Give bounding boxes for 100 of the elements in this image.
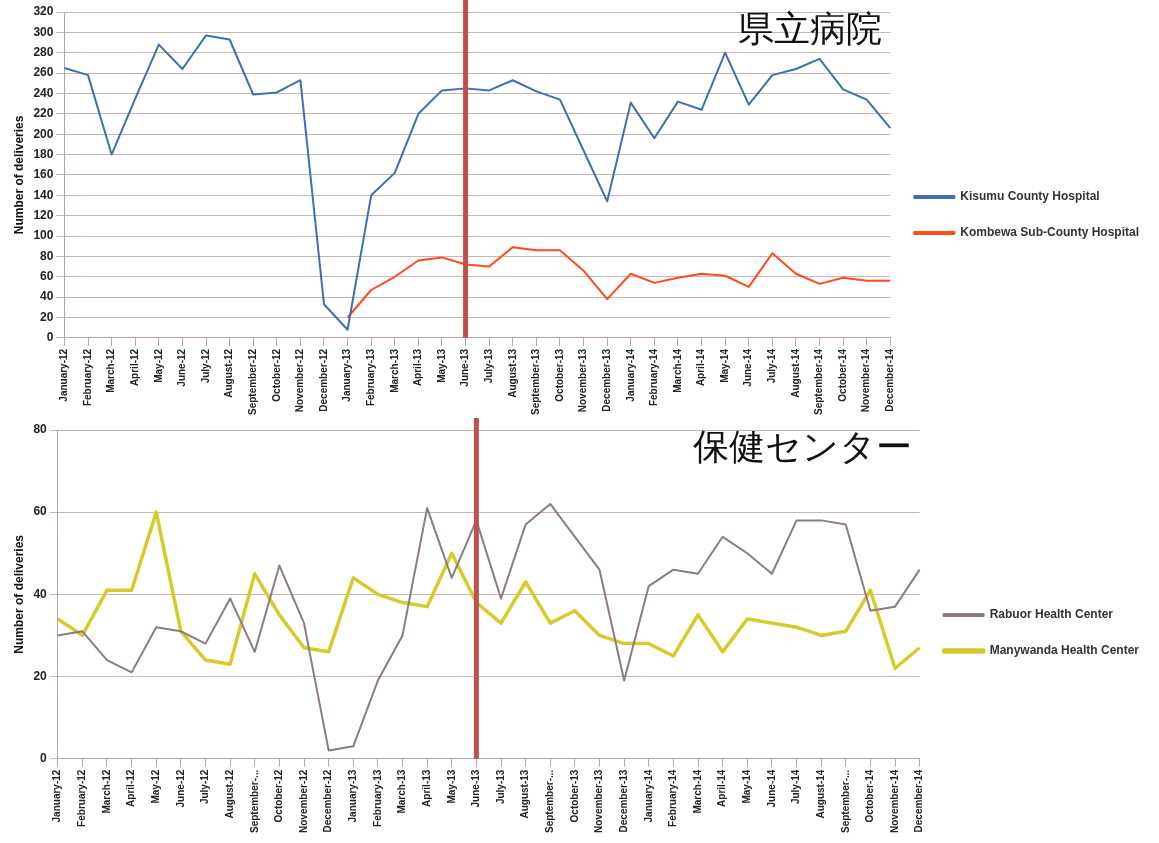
x-tick-label: September-... — [248, 769, 260, 833]
x-tick-label: August-13 — [506, 348, 518, 398]
x-tick-label: July-13 — [482, 348, 494, 384]
y-tick-label: 80 — [33, 422, 48, 437]
x-tick-label: June-12 — [176, 348, 188, 387]
x-tick-label: April-14 — [716, 769, 728, 807]
x-tick-label: July-12 — [199, 348, 211, 384]
x-tick-label: January-14 — [624, 348, 636, 402]
y-tick-label: 0 — [46, 330, 54, 345]
y-tick-label: 240 — [33, 85, 54, 100]
x-tick-label: December-14 — [913, 769, 925, 833]
x-tick-label: April-12 — [125, 769, 137, 807]
y-tick-label: 300 — [33, 24, 54, 39]
x-tick-label: June-14 — [765, 769, 777, 808]
x-tick-label: February-13 — [364, 348, 376, 407]
x-tick-label: July-13 — [494, 769, 506, 805]
x-tick-label: October-13 — [568, 769, 580, 823]
x-tick-label: December-12 — [317, 348, 329, 412]
x-tick-label: April-14 — [695, 348, 707, 387]
x-tick-label: November-14 — [860, 348, 872, 413]
x-tick-label: November-14 — [888, 769, 900, 833]
x-tick-label: April-13 — [420, 769, 432, 807]
x-tick-label: January-13 — [341, 348, 353, 402]
y-tick-label: 100 — [33, 228, 54, 243]
y-tick-label: 180 — [33, 146, 54, 161]
x-tick-label: October-12 — [273, 769, 285, 823]
x-tick-label: February-14 — [667, 769, 679, 827]
x-tick-label: April-12 — [128, 348, 140, 387]
x-tick-label: August-12 — [223, 348, 235, 398]
y-tick-label: 40 — [40, 289, 54, 304]
x-tick-label: June-13 — [459, 348, 471, 387]
x-tick-label: March-12 — [105, 348, 117, 393]
x-tick-label: November-13 — [593, 769, 605, 833]
y-tick-label: 60 — [33, 504, 48, 519]
annotation: 保健センター — [692, 426, 912, 468]
x-tick-label: October-12 — [270, 348, 282, 402]
y-tick-label: 220 — [33, 106, 54, 121]
x-tick-label: October-14 — [864, 769, 876, 823]
x-tick-label: September-12 — [246, 348, 258, 415]
x-tick-label: May-13 — [435, 348, 447, 383]
x-tick-label: May-14 — [718, 348, 730, 383]
x-tick-label: September-14 — [813, 348, 825, 415]
x-tick-label: December-14 — [884, 348, 896, 412]
legend-label: Kombewa Sub-County Hospital — [960, 225, 1139, 240]
x-tick-label: June-13 — [470, 769, 482, 808]
x-tick-label: September-... — [839, 769, 851, 833]
x-tick-label: December-13 — [600, 348, 612, 412]
y-axis-title: Number of deliveries — [11, 115, 26, 235]
y-tick-label: 20 — [33, 668, 48, 683]
x-tick-label: May-12 — [152, 348, 164, 383]
y-tick-label: 20 — [40, 309, 54, 324]
x-tick-label: November-12 — [297, 769, 309, 833]
x-tick-label: March-13 — [388, 348, 400, 393]
y-tick-label: 320 — [33, 4, 54, 19]
x-tick-label: February-12 — [81, 348, 93, 407]
annotation: 県立病院 — [738, 8, 883, 50]
y-tick-label: 280 — [33, 45, 54, 60]
x-tick-label: September-13 — [530, 348, 542, 415]
x-tick-label: October-13 — [553, 348, 565, 402]
x-tick-label: June-12 — [174, 769, 186, 808]
x-tick-label: June-14 — [742, 348, 754, 387]
legend-label: Manywanda Health Center — [989, 643, 1140, 658]
x-tick-label: December-12 — [322, 769, 334, 833]
x-tick-label: August-13 — [519, 769, 531, 819]
x-tick-label: July-14 — [766, 348, 778, 384]
x-tick-label: November-12 — [294, 348, 306, 413]
x-tick-label: September-... — [544, 769, 555, 833]
x-tick-label: March-12 — [100, 769, 112, 814]
y-tick-label: 140 — [33, 187, 54, 202]
y-tick-label: 200 — [33, 126, 54, 141]
y-axis-title: Number of deliveries — [11, 534, 26, 654]
x-tick-label: August-12 — [223, 769, 235, 819]
x-tick-label: April-13 — [412, 348, 424, 387]
x-tick-label: January-12 — [58, 348, 70, 402]
x-tick-label: May-12 — [150, 769, 161, 804]
x-tick-label: February-14 — [648, 348, 660, 407]
x-tick-label: March-14 — [671, 348, 683, 393]
x-tick-label: July-14 — [790, 769, 802, 805]
y-tick-label: 60 — [40, 269, 54, 284]
y-tick-label: 120 — [33, 207, 54, 222]
x-tick-label: May-14 — [741, 769, 753, 804]
y-tick-label: 160 — [33, 167, 54, 182]
x-tick-label: May-13 — [445, 769, 457, 804]
x-tick-label: February-13 — [371, 769, 383, 827]
y-tick-label: 260 — [33, 65, 54, 80]
x-tick-label: August-14 — [814, 769, 826, 819]
x-tick-label: February-12 — [76, 769, 88, 827]
legend-label: Kisumu County Hospital — [960, 189, 1100, 204]
legend-label: Rabuor Health Center — [989, 607, 1114, 622]
y-tick-label: 80 — [40, 248, 54, 263]
y-tick-label: 40 — [33, 586, 48, 601]
x-tick-label: March-14 — [691, 769, 703, 814]
x-tick-label: August-14 — [789, 348, 801, 398]
x-tick-label: March-13 — [396, 769, 408, 814]
x-tick-label: January-14 — [642, 769, 654, 823]
x-tick-label: November-13 — [577, 348, 589, 413]
x-tick-label: July-12 — [199, 769, 211, 805]
x-tick-label: October-14 — [836, 348, 848, 402]
y-tick-label: 0 — [40, 750, 48, 765]
x-tick-label: January-13 — [347, 769, 358, 823]
